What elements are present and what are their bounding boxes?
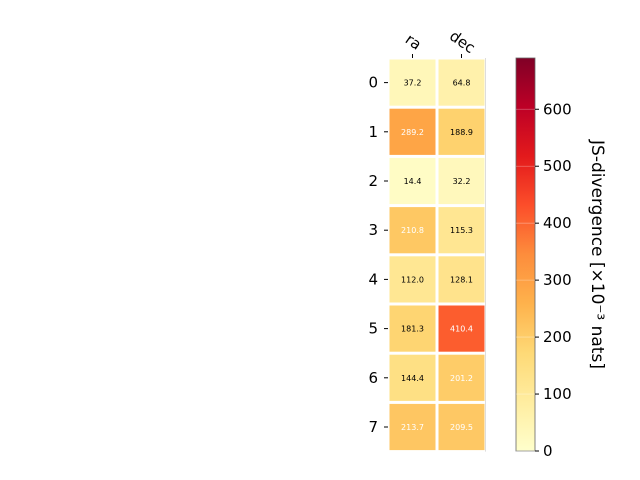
colorbar-tick-label: 500 bbox=[543, 157, 572, 175]
x-tick-label: ra bbox=[402, 30, 425, 54]
colorbar-tick-label: 0 bbox=[543, 442, 553, 460]
cell-value-label: 112.0 bbox=[401, 275, 424, 284]
heatmap-cell bbox=[438, 354, 485, 401]
cell-value-label: 210.8 bbox=[401, 226, 424, 235]
heatmap-cell bbox=[389, 59, 436, 106]
cell-value-label: 128.1 bbox=[450, 275, 473, 284]
cell-value-label: 213.7 bbox=[401, 423, 424, 432]
cell-value-label: 410.4 bbox=[450, 325, 473, 334]
heatmap-plot: 37.2 64.8 289.2 188.9 14.4 32.2 210.8 115.3 112.… bbox=[368, 27, 486, 452]
heatmap-cell bbox=[438, 108, 485, 155]
y-tick-label: 7 bbox=[368, 418, 378, 436]
cell-value-label: 209.5 bbox=[450, 423, 473, 432]
y-tick-label: 0 bbox=[368, 74, 378, 92]
cell-value-label: 64.8 bbox=[453, 79, 471, 88]
cell-value-label: 181.3 bbox=[401, 325, 424, 334]
heatmap-cell bbox=[389, 305, 436, 352]
heatmap-cell bbox=[438, 157, 485, 205]
cell-value-label: 115.3 bbox=[450, 226, 473, 235]
cell-value-label: 144.4 bbox=[401, 374, 424, 383]
y-tick-label: 2 bbox=[368, 172, 378, 190]
colorbar-tick-label: 100 bbox=[543, 385, 572, 403]
heatmap-cell bbox=[389, 108, 436, 155]
colorbar-tick-label: 200 bbox=[543, 328, 572, 346]
y-tick-label: 4 bbox=[368, 270, 378, 288]
cell-value-label: 289.2 bbox=[401, 128, 424, 137]
y-tick-label: 1 bbox=[368, 123, 378, 141]
heatmap-cell bbox=[389, 207, 436, 254]
colorbar-tick-label: 400 bbox=[543, 214, 572, 232]
cell-value-label: 32.2 bbox=[453, 177, 471, 186]
colorbar-tick-label: 300 bbox=[543, 271, 572, 289]
heatmap-cell bbox=[438, 207, 485, 254]
heatmap-cell bbox=[389, 354, 436, 401]
colorbar-tick-label: 600 bbox=[543, 100, 572, 118]
colorbar: 0 100 200 300 400 500 600 JS-divergence [×10⁻³ … bbox=[515, 57, 607, 460]
cell-value-label: 201.2 bbox=[450, 374, 473, 383]
heatmap-cell bbox=[438, 305, 485, 352]
cell-value-label: 14.4 bbox=[404, 177, 422, 186]
heatmap-cell bbox=[438, 59, 485, 106]
heatmap-cell bbox=[438, 256, 485, 303]
heatmap-cell bbox=[389, 403, 436, 451]
cell-value-label: 37.2 bbox=[404, 79, 422, 88]
heatmap-cell bbox=[438, 403, 485, 451]
colorbar-gradient bbox=[515, 57, 536, 452]
y-tick-label: 3 bbox=[368, 221, 378, 239]
heatmap-cell bbox=[389, 157, 436, 205]
y-tick-label: 6 bbox=[368, 369, 378, 387]
y-tick-label: 5 bbox=[368, 320, 378, 338]
colorbar-label: JS-divergence [×10⁻³ nats] bbox=[587, 139, 607, 369]
cell-value-label: 188.9 bbox=[450, 128, 473, 137]
x-tick-label: dec bbox=[446, 27, 478, 57]
heatmap-cell bbox=[389, 256, 436, 303]
